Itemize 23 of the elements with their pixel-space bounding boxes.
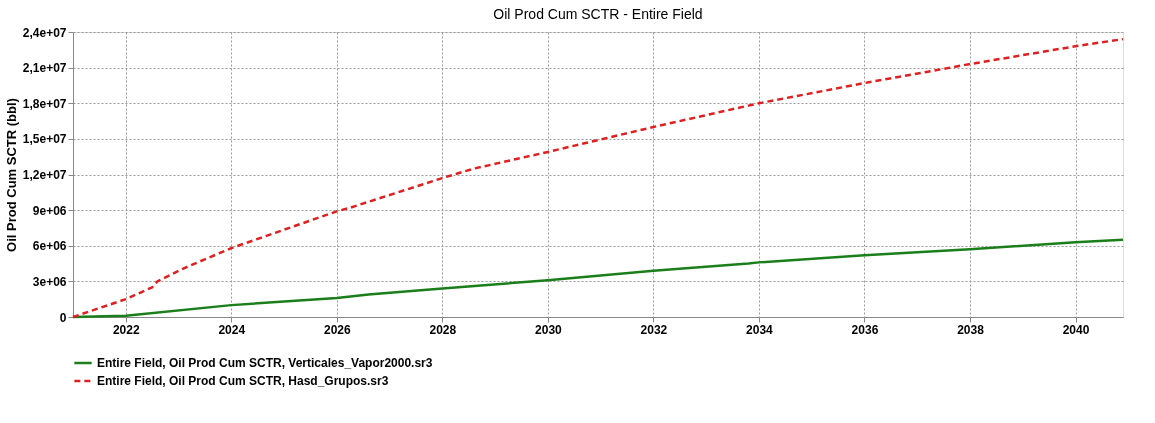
- x-tick-label: 2030: [535, 322, 563, 337]
- x-tick-label: 2022: [112, 322, 140, 337]
- x-tick-label: 2024: [218, 322, 246, 337]
- x-tick-label: 2036: [851, 322, 879, 337]
- y-tick-label: 2,4e+07: [22, 25, 67, 40]
- y-tick-label: 1,5e+07: [22, 132, 67, 147]
- x-tick-label: 2040: [1062, 322, 1090, 337]
- x-tick-label: 2026: [323, 322, 351, 337]
- y-tick-label: 2,1e+07: [22, 61, 67, 76]
- legend-label: Entire Field, Oil Prod Cum SCTR, Hasd_Grupos.sr3: [97, 374, 389, 388]
- legend-label: Entire Field, Oil Prod Cum SCTR, Verticales_Vapor2000.sr3: [97, 356, 433, 370]
- x-tick-label: 2032: [640, 322, 668, 337]
- x-tick-label: 2028: [429, 322, 457, 337]
- y-tick-label: 9e+06: [32, 203, 67, 218]
- y-tick-label: 0: [59, 310, 67, 325]
- x-tick-label: 2038: [957, 322, 985, 337]
- y-tick-label: 1,8e+07: [22, 96, 67, 111]
- y-tick-label: 3e+06: [32, 274, 67, 289]
- x-tick-label: 2034: [746, 322, 774, 337]
- y-tick-label: 6e+06: [32, 239, 67, 254]
- y-axis-title: Oil Prod Cum SCTR (bbl): [3, 98, 19, 252]
- chart-title: Oil Prod Cum SCTR - Entire Field: [493, 6, 703, 22]
- y-tick-label: 1,2e+07: [22, 168, 67, 182]
